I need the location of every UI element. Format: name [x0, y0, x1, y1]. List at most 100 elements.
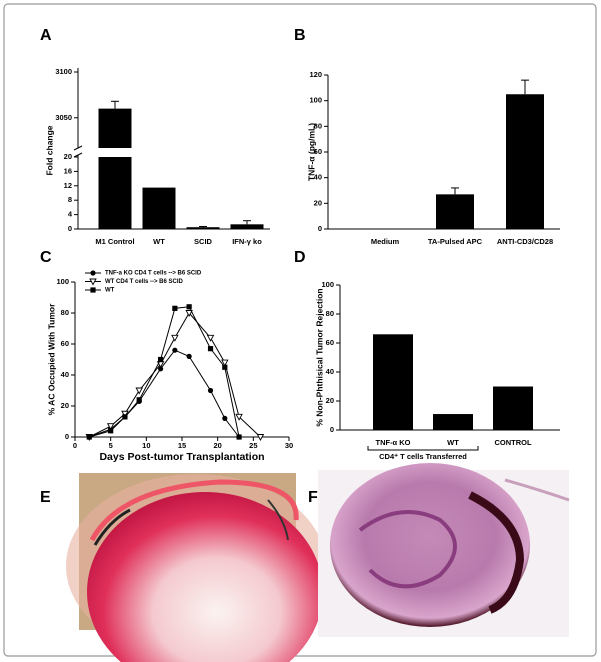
- legend-label: WT: [105, 288, 115, 294]
- y-tick-label: 100: [321, 280, 334, 289]
- legend-marker: [89, 278, 97, 286]
- y-tick-label: 80: [61, 308, 69, 317]
- y-tick-label: 8: [68, 195, 72, 204]
- y-tick-label: 0: [68, 224, 72, 233]
- data-point: [186, 304, 192, 310]
- image-e: [66, 473, 326, 662]
- panel-label: D: [294, 249, 306, 266]
- data-point: [121, 410, 129, 418]
- data-point: [122, 414, 128, 420]
- y-tick-label: 60: [61, 339, 69, 348]
- data-point: [221, 359, 229, 367]
- data-point: [135, 387, 143, 395]
- bar: [436, 194, 474, 229]
- x-tick-label: TA-Pulsed APC: [428, 237, 483, 246]
- y-tick-label: 120: [309, 70, 322, 79]
- bar: [373, 334, 413, 430]
- x-tick-label: 20: [213, 441, 221, 450]
- data-point: [222, 415, 228, 421]
- y-tick-label: 20: [64, 152, 72, 161]
- bar: [493, 386, 533, 430]
- x-tick-label: 10: [142, 441, 150, 450]
- y-tick-label: 40: [314, 173, 322, 182]
- legend-label: WT CD4 T cells --> B6 SCID: [105, 279, 184, 285]
- y-tick-label: 0: [318, 224, 322, 233]
- y-tick-label: 80: [326, 309, 334, 318]
- x-tick-label: 0: [73, 441, 77, 450]
- data-point: [158, 356, 164, 363]
- legend-marker: [90, 287, 96, 293]
- y-tick-label: 0: [65, 432, 69, 441]
- data-point: [158, 366, 164, 372]
- y-tick-label: 100: [309, 96, 322, 105]
- y-tick-label: 20: [314, 198, 322, 207]
- y-tick-label: 40: [61, 370, 69, 379]
- data-point: [256, 434, 265, 441]
- y-tick-label: 3100: [55, 67, 72, 76]
- data-point: [222, 364, 228, 370]
- panel-label: A: [40, 27, 52, 44]
- axis-break: [73, 145, 83, 151]
- data-point: [185, 310, 193, 317]
- x-tick-label: IFN-γ ko: [232, 237, 262, 246]
- y-tick-label: 20: [61, 401, 69, 410]
- x-bracket: [367, 446, 479, 451]
- series-line: [89, 306, 240, 438]
- bar: [506, 94, 544, 229]
- data-point: [186, 353, 192, 359]
- x-axis-label: CD4⁺ T cells Transferred: [379, 452, 467, 461]
- panel-label: F: [308, 489, 318, 506]
- data-point: [206, 334, 215, 342]
- data-point: [136, 397, 142, 403]
- bar: [186, 227, 220, 229]
- x-tick-label: CONTROL: [494, 438, 531, 447]
- image-f: [318, 463, 570, 637]
- x-tick-label: WT: [447, 438, 459, 447]
- y-tick-label: 4: [68, 210, 73, 219]
- data-point: [172, 305, 178, 311]
- x-tick-label: M1 Control: [95, 237, 134, 246]
- x-tick-label: SCID: [194, 237, 213, 246]
- y-tick-label: 16: [64, 166, 72, 175]
- legend-label: TNF-a KO CD4 T cells --> B6 SCID: [105, 271, 202, 277]
- figure-border: [3, 3, 597, 657]
- x-axis-label: Days Post-tumor Transplantation: [99, 451, 264, 463]
- data-point: [86, 434, 92, 440]
- x-tick-label: 30: [285, 441, 293, 450]
- bar: [230, 224, 264, 229]
- y-tick-label: 40: [326, 367, 334, 376]
- data-point: [106, 423, 115, 431]
- data-point: [235, 413, 243, 421]
- data-point: [207, 387, 214, 394]
- data-point: [207, 346, 214, 352]
- y-axis-label: Fold change: [44, 125, 54, 175]
- y-tick-label: 80: [314, 121, 322, 130]
- x-tick-label: ANTI-CD3/CD28: [497, 237, 553, 246]
- y-tick-label: 60: [314, 147, 322, 156]
- bar: [98, 157, 132, 229]
- y-tick-label: 20: [326, 396, 334, 405]
- y-tick-label: 3050: [55, 113, 72, 122]
- bar-upper: [98, 108, 132, 148]
- y-tick-label: 100: [56, 277, 69, 286]
- x-tick-label: 25: [249, 441, 257, 450]
- y-tick-label: 0: [330, 425, 334, 434]
- data-point: [171, 334, 179, 342]
- x-tick-label: 15: [178, 441, 186, 450]
- y-tick-label: 60: [326, 338, 334, 347]
- data-point: [172, 347, 178, 353]
- data-point: [236, 434, 242, 440]
- x-tick-label: Medium: [371, 237, 400, 246]
- y-axis-label: % Non-Phthisical Tumor Rejection: [314, 288, 324, 426]
- bar: [142, 187, 176, 229]
- x-tick-label: WT: [153, 237, 165, 246]
- series-line: [89, 349, 240, 438]
- y-axis-label: % AC Occupied With Tumor: [46, 303, 56, 416]
- panel-label: C: [40, 249, 52, 266]
- legend-marker: [90, 270, 96, 276]
- y-axis-label: TNF-α (pg/mL): [306, 123, 316, 181]
- bar: [433, 414, 473, 430]
- x-tick-label: TNF-α KO: [375, 438, 410, 447]
- data-point: [108, 428, 114, 434]
